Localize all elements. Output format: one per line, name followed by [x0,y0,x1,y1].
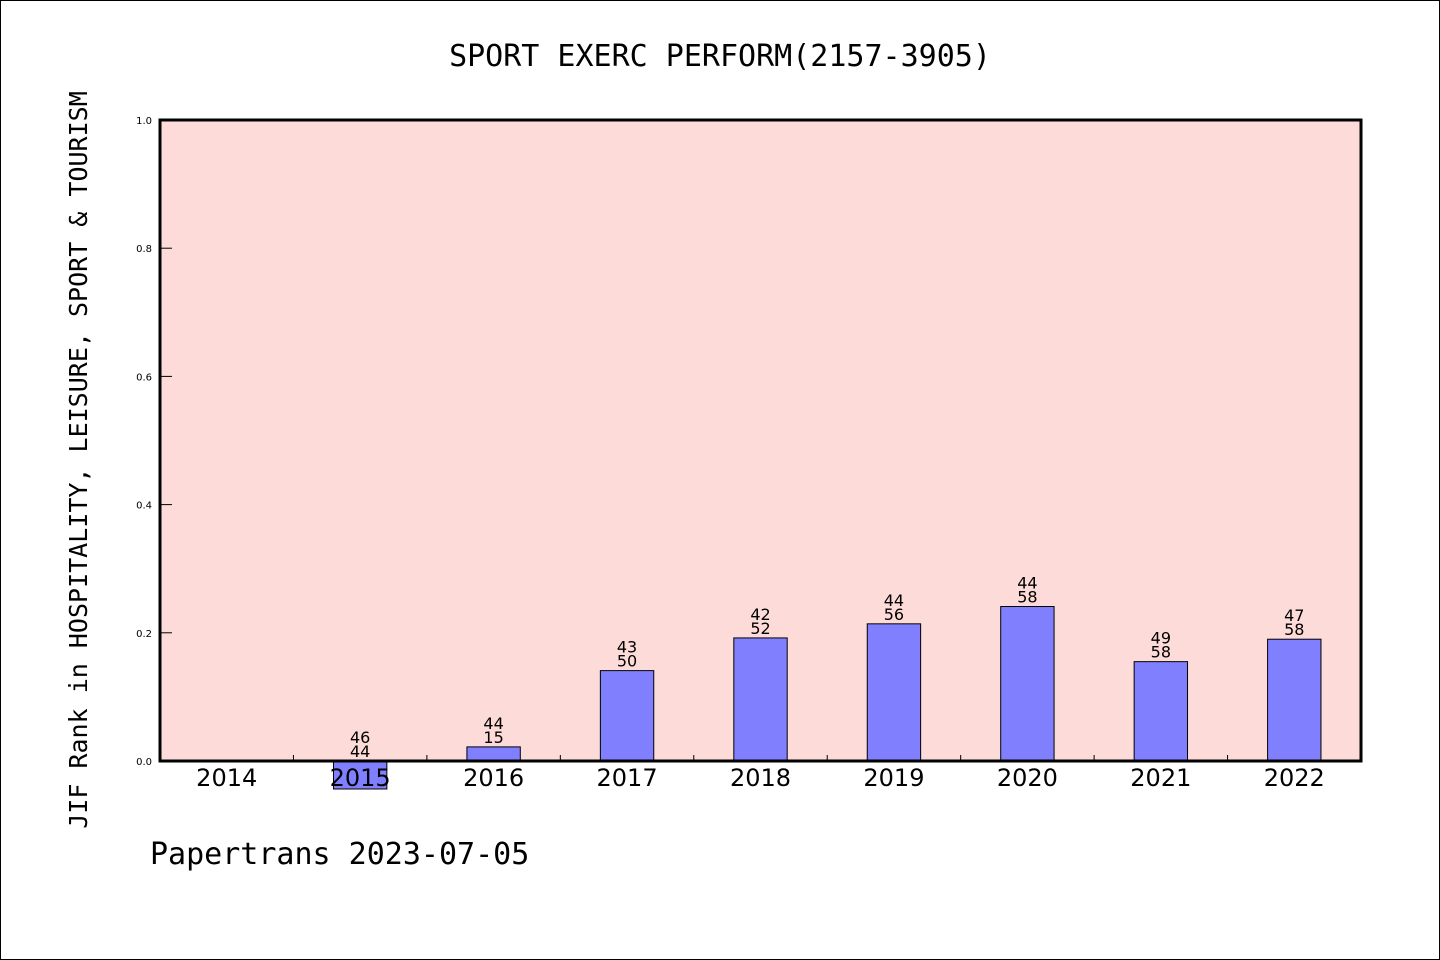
data-label-bottom: 52 [750,619,770,638]
y-tick-label: 0.4 [136,501,152,512]
data-label-bottom: 58 [1284,620,1304,639]
data-label-top: 44 [884,591,904,610]
x-tick-label: 2016 [463,764,524,792]
data-label-top: 44 [1017,574,1037,593]
bar-2018 [733,637,788,762]
data-label-top: 49 [1151,629,1171,648]
chart-title: SPORT EXERC PERFORM(2157-3905) [449,39,991,74]
data-label-bottom: 58 [1017,588,1037,607]
x-tick-label: 2015 [330,764,391,792]
data-label-top: 44 [483,714,503,733]
data-label-bottom: 58 [1151,643,1171,662]
bar-2016 [466,746,521,762]
y-tick-label: 0.6 [136,372,152,383]
x-tick-label: 2019 [863,764,924,792]
data-label-top: 43 [617,638,637,657]
data-label-bottom: 15 [483,728,503,747]
y-tick-label: 1.0 [136,116,152,127]
x-tick-label: 2022 [1264,764,1325,792]
y-tick-label: 0.8 [136,244,152,255]
data-label-bottom: 56 [884,605,904,624]
footer-text: Papertrans 2023-07-05 [150,837,529,872]
y-axis-label: JIF Rank in HOSPITALITY, LEISURE, SPORT … [64,91,93,829]
data-label-top: 46 [350,728,370,747]
bars-group [466,606,1322,762]
data-label-bottom: 44 [350,742,370,761]
data-label-top: 42 [750,605,770,624]
y-tick-label: 0.0 [136,757,152,768]
data-label-top: 47 [1284,606,1304,625]
bar-2022 [1267,638,1322,762]
bar-2019 [866,623,922,762]
x-tick-label: 2017 [597,764,658,792]
x-tick-label: 2021 [1130,764,1191,792]
bar-2021 [1133,661,1189,762]
y-tick-label: 0.2 [136,629,152,640]
bar-2017 [599,670,655,762]
ticks-group: 0.0 0.2 0.4 0.6 0.8 1.0 2014 2015 2016 2017 2018 20… [136,116,1325,792]
plot-border [158,118,1363,763]
bar-2020 [1000,606,1055,762]
data-label-bottom: 50 [617,652,637,671]
x-tick-label: 2020 [997,764,1058,792]
x-tick-label: 2014 [196,764,257,792]
x-tick-highlight [332,760,388,790]
x-tick-label: 2018 [730,764,791,792]
